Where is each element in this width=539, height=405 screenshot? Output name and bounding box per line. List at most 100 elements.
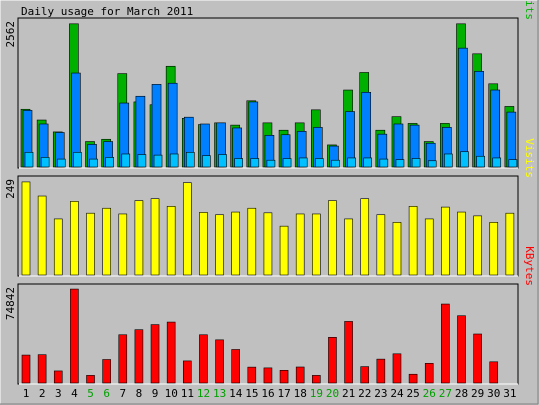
x-tick-label-day-29: 29 [471, 387, 484, 400]
bar-bottom-day-18 [295, 366, 305, 384]
bar-pages-day-25 [411, 158, 421, 168]
legend-hits: Hits [523, 0, 536, 20]
bar-middle-day-14 [231, 211, 240, 276]
bar-middle-day-29 [473, 215, 482, 276]
bar-middle-day-23 [376, 214, 386, 276]
bar-files-day-30 [490, 89, 501, 168]
x-tick-label-day-6: 6 [103, 387, 110, 400]
bar-pages-day-2 [40, 157, 50, 168]
bar-middle-day-26 [424, 218, 434, 276]
bar-bottom-day-1 [21, 354, 31, 384]
bar-bottom-day-20 [328, 337, 337, 384]
x-tick-label-day-14: 14 [229, 387, 243, 400]
x-tick-label-day-4: 4 [71, 387, 78, 400]
bar-middle-day-13 [215, 214, 224, 276]
x-tick-label-day-1: 1 [23, 387, 30, 400]
bar-bottom-day-26 [424, 363, 434, 384]
bar-files-day-29 [474, 71, 484, 168]
panel-top-legend: Pages/Files/Hits [523, 0, 536, 20]
x-tick-label-day-11: 11 [181, 387, 194, 400]
bar-pages-day-18 [298, 157, 308, 168]
bar-bottom-day-17 [279, 370, 289, 384]
bar-middle-day-10 [166, 206, 176, 276]
x-tick-label-day-2: 2 [39, 387, 46, 400]
bar-middle-day-9 [150, 198, 160, 276]
x-tick-label-day-27: 27 [439, 387, 452, 400]
bar-bottom-day-28 [457, 315, 466, 384]
bar-bottom-day-8 [134, 329, 144, 384]
x-tick-label-day-30: 30 [487, 387, 500, 400]
bar-pages-day-3 [56, 158, 66, 168]
bar-pages-day-14 [234, 158, 243, 168]
bar-bottom-day-25 [408, 373, 418, 384]
bar-pages-day-24 [395, 159, 405, 168]
bar-pages-day-5 [89, 158, 98, 168]
bar-bottom-day-19 [312, 375, 321, 384]
bar-files-day-28 [458, 47, 468, 168]
bar-pages-day-29 [476, 155, 485, 168]
x-tick-label-day-8: 8 [136, 387, 143, 400]
bar-middle-day-22 [360, 198, 370, 276]
bar-middle-day-1 [21, 181, 31, 276]
bar-bottom-day-10 [166, 321, 176, 384]
bar-middle-day-28 [457, 211, 466, 276]
bar-pages-day-7 [121, 153, 131, 168]
panel-top-ymax-label: 2562 [4, 21, 17, 48]
bar-bottom-day-13 [215, 339, 224, 384]
x-tick-label-day-22: 22 [358, 387, 371, 400]
bar-bottom-day-21 [344, 321, 353, 384]
panel-middle-ymax-label: 249 [4, 179, 17, 199]
bar-files-day-9 [151, 84, 162, 168]
bar-bottom-day-6 [102, 359, 111, 384]
panel-middle-legend: Visits [523, 138, 536, 178]
bar-files-day-22 [361, 91, 372, 168]
bar-pages-day-23 [379, 158, 389, 168]
bar-files-day-31 [506, 111, 517, 168]
bar-pages-day-4 [73, 151, 82, 168]
bar-bottom-day-16 [263, 367, 273, 384]
x-tick-label-day-19: 19 [310, 387, 323, 400]
x-tick-label-day-13: 13 [213, 387, 226, 400]
bar-pages-day-27 [444, 153, 453, 168]
bar-pages-day-26 [427, 160, 437, 168]
bar-middle-day-18 [295, 213, 305, 276]
bar-bottom-day-22 [360, 366, 370, 384]
bar-bottom-day-14 [231, 349, 240, 384]
bar-middle-day-31 [505, 212, 515, 276]
bar-middle-day-30 [489, 222, 499, 276]
x-tick-label-day-28: 28 [455, 387, 468, 400]
bar-middle-day-4 [70, 201, 79, 276]
x-tick-label-day-18: 18 [294, 387, 307, 400]
bar-pages-day-16 [266, 159, 276, 168]
bar-pages-day-30 [492, 157, 502, 168]
bar-files-day-15 [248, 101, 259, 168]
bar-pages-day-6 [105, 157, 114, 168]
x-tick-label-day-17: 17 [278, 387, 291, 400]
bar-pages-day-21 [347, 157, 356, 168]
bar-pages-day-8 [137, 154, 147, 168]
x-tick-label-day-7: 7 [120, 387, 127, 400]
bar-middle-day-25 [408, 206, 418, 276]
bar-bottom-day-30 [489, 361, 499, 384]
legend-kbytes: KBytes [523, 246, 536, 286]
x-tick-label-day-10: 10 [165, 387, 178, 400]
bar-bottom-day-29 [473, 333, 482, 384]
bar-pages-day-20 [331, 159, 340, 168]
bar-pages-day-10 [169, 153, 179, 168]
bar-bottom-day-7 [118, 334, 128, 384]
bar-pages-day-31 [508, 159, 518, 168]
chart-title: Daily usage for March 2011 [21, 5, 193, 18]
x-tick-label-day-3: 3 [55, 387, 62, 400]
bar-pages-day-17 [282, 158, 292, 168]
x-tick-label-day-24: 24 [390, 387, 404, 400]
bar-bottom-day-23 [376, 358, 386, 384]
bar-middle-day-5 [86, 212, 95, 276]
x-tick-label-day-12: 12 [197, 387, 210, 400]
bar-middle-day-15 [247, 207, 257, 276]
bar-pages-day-19 [315, 158, 324, 168]
bar-bottom-day-2 [37, 354, 47, 384]
bar-pages-day-11 [185, 151, 195, 168]
panel-bottom-ymax-label: 74842 [4, 287, 17, 320]
bar-middle-day-16 [263, 212, 273, 276]
